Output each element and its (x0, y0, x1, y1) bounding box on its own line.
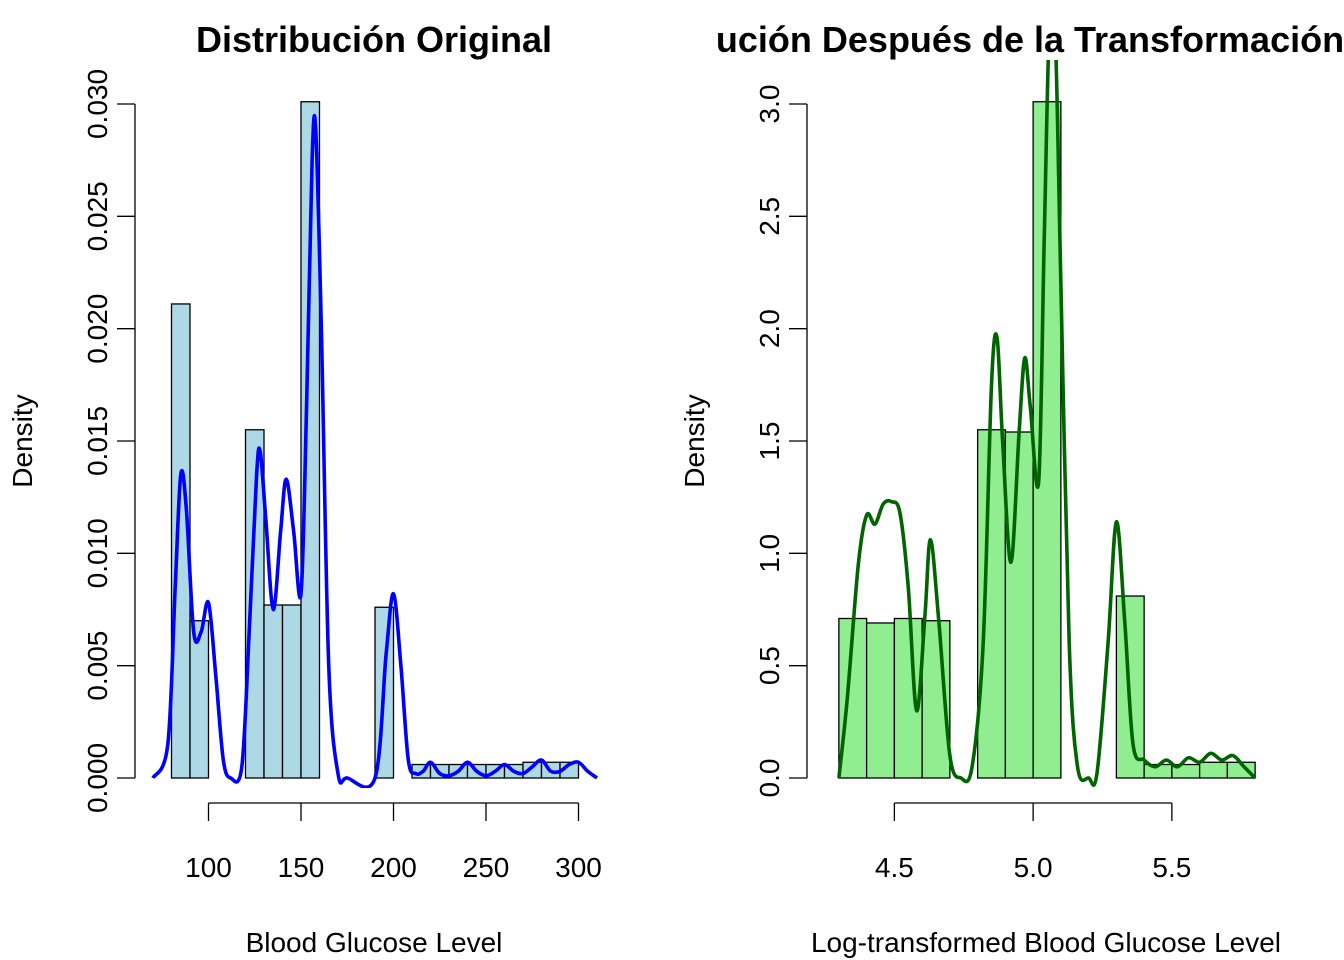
chart-panel-original: Distribución Original Blood Glucose Leve… (7, 19, 602, 958)
y-tick-label: 0.010 (82, 518, 113, 588)
y-tick-label: 0.015 (82, 406, 113, 476)
chart-panel-transformed: ución Después de la Transformación L Log… (679, 19, 1344, 958)
x-axis: 100 150 200 250 300 (185, 802, 602, 883)
histogram-bar (263, 604, 284, 779)
x-axis-label: Log-transformed Blood Glucose Level (811, 927, 1281, 958)
histogram-bar (244, 429, 265, 779)
chart-title: Distribución Original (196, 19, 552, 60)
x-tick-label: 150 (278, 852, 325, 883)
y-tick-label: 1.0 (754, 534, 785, 573)
y-tick-label: 2.5 (754, 197, 785, 236)
histogram-bar (1032, 101, 1062, 779)
x-tick-label: 5.5 (1152, 852, 1191, 883)
histogram-bar (281, 604, 302, 779)
y-tick-label: 0.5 (754, 646, 785, 685)
y-tick-label: 0.030 (82, 69, 113, 139)
x-tick-label: 200 (370, 852, 417, 883)
y-tick-label: 0.005 (82, 631, 113, 701)
x-tick-label: 4.5 (875, 852, 914, 883)
histogram-bar (189, 620, 210, 779)
density-curve-group (151, 114, 599, 788)
chart-title: ución Después de la Transformación L (716, 19, 1344, 60)
histogram-bars (838, 101, 1256, 779)
histogram-bars (170, 101, 580, 779)
histogram-bar (300, 101, 321, 779)
x-axis-label: Blood Glucose Level (246, 927, 503, 958)
x-tick-label: 5.0 (1014, 852, 1053, 883)
y-axis: 0.000 0.005 0.010 0.015 0.020 0.025 0.030 (82, 69, 136, 813)
x-tick-label: 100 (185, 852, 232, 883)
histogram-bar (976, 429, 1007, 779)
x-tick-label: 300 (555, 852, 602, 883)
y-tick-label: 3.0 (754, 85, 785, 124)
y-axis-label: Density (679, 394, 710, 487)
density-curve (837, 60, 1257, 787)
x-axis: 4.5 5.0 5.5 (875, 802, 1191, 883)
y-axis-label: Density (7, 394, 38, 487)
y-tick-label: 1.5 (754, 422, 785, 461)
histogram-bar (1004, 431, 1034, 779)
density-curve (151, 114, 599, 788)
y-tick-label: 0.020 (82, 294, 113, 364)
density-curve-group (837, 60, 1257, 787)
y-tick-label: 2.0 (754, 309, 785, 348)
y-tick-label: 0.000 (82, 743, 113, 813)
histogram-bar (865, 622, 896, 779)
y-tick-label: 0.025 (82, 181, 113, 251)
y-tick-label: 0.0 (754, 759, 785, 798)
y-axis: 0.0 0.5 1.0 1.5 2.0 2.5 3.0 (754, 85, 808, 798)
histogram-bar (1198, 761, 1229, 779)
x-tick-label: 250 (463, 852, 510, 883)
